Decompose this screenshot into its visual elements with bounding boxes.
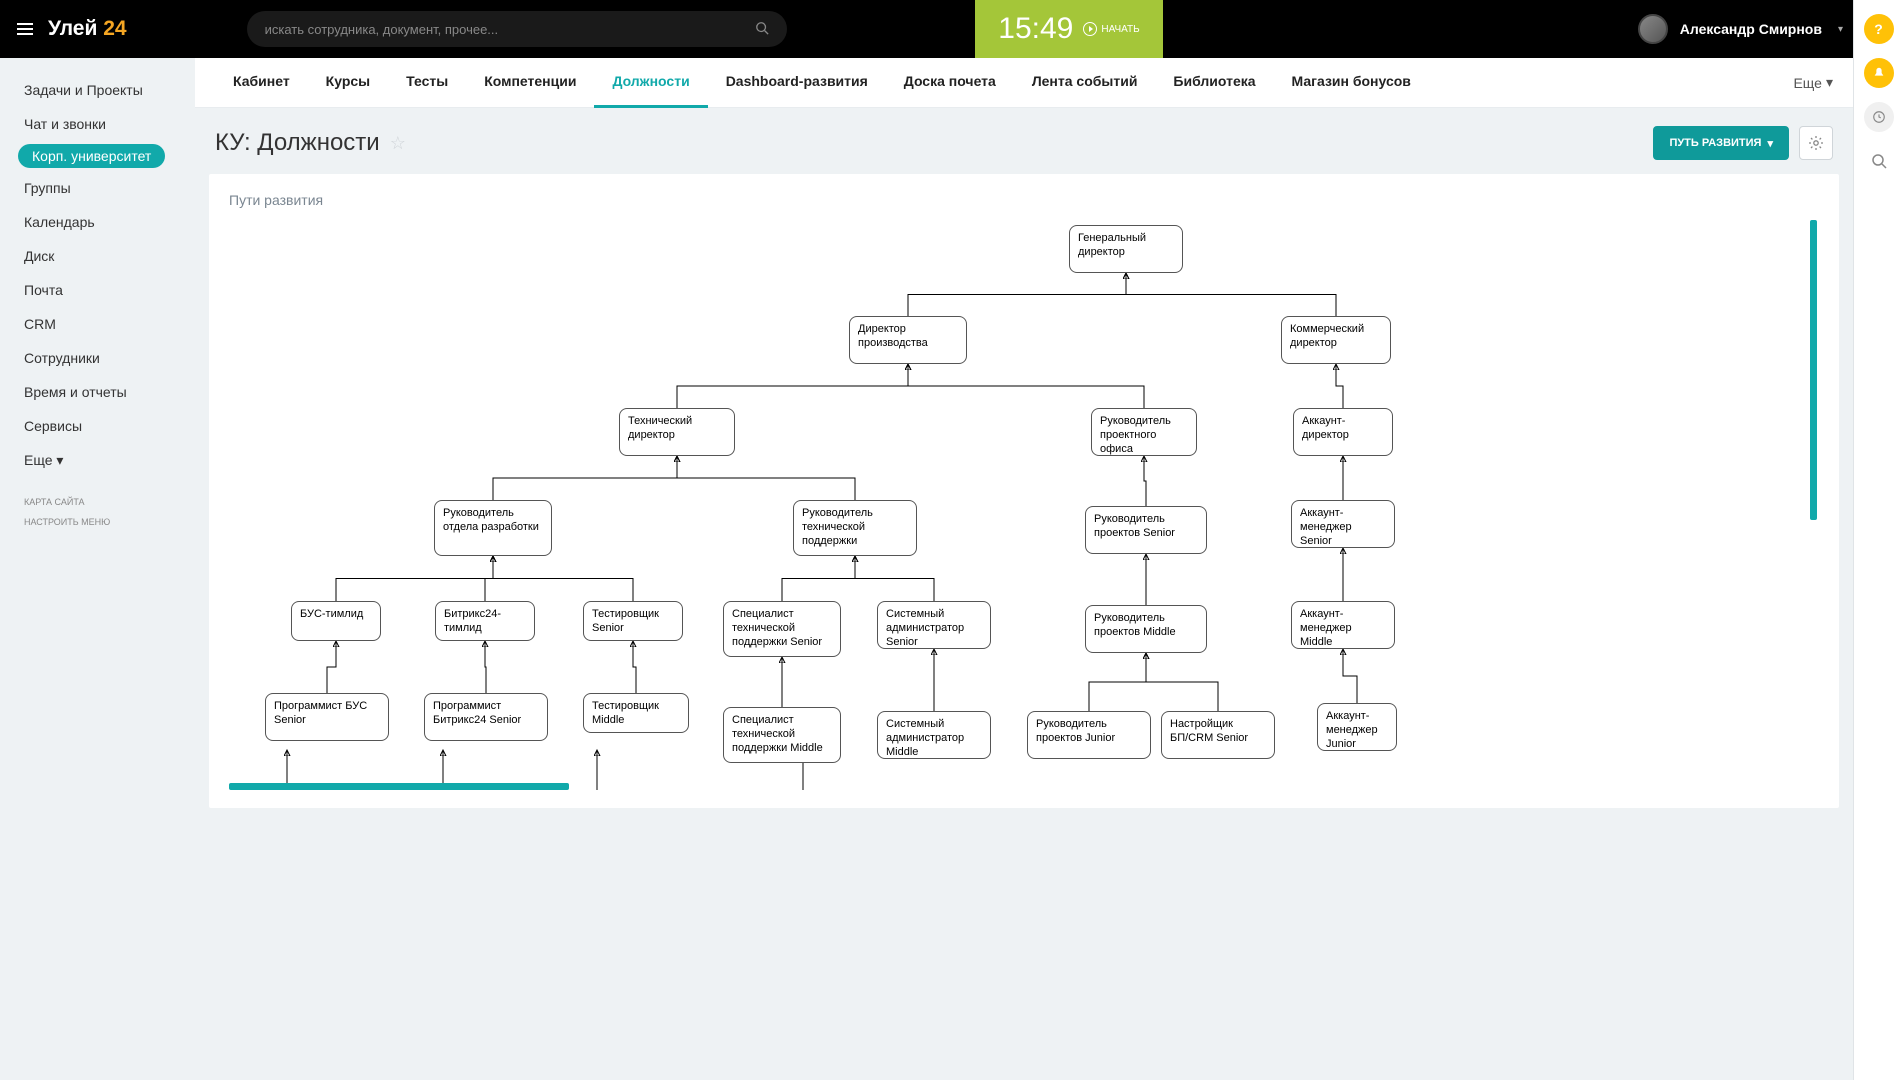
sidebar-item-10[interactable]: Сервисы — [0, 412, 106, 440]
org-node[interactable]: Специалист технической поддержки Middle — [723, 707, 841, 763]
org-node[interactable]: БУС-тимлид — [291, 601, 381, 641]
history-icon[interactable] — [1864, 102, 1894, 132]
help-icon[interactable]: ? — [1864, 14, 1894, 44]
development-path-button[interactable]: ПУТЬ РАЗВИТИЯ ▾ — [1653, 126, 1789, 160]
page-actions: ПУТЬ РАЗВИТИЯ ▾ — [1653, 126, 1833, 160]
org-node[interactable]: Программист Битрикс24 Senior — [424, 693, 548, 741]
org-node[interactable]: Аккаунт-менеджер Middle — [1291, 601, 1395, 649]
org-chart-canvas: Генеральный директор Директор производств… — [229, 220, 1429, 790]
panel-title: Пути развития — [229, 192, 1819, 208]
org-node[interactable]: Руководитель технической поддержки — [793, 500, 917, 556]
sitemap-link[interactable]: КАРТА САЙТА — [24, 497, 171, 507]
sidebar-footer: КАРТА САЙТА НАСТРОИТЬ МЕНЮ — [0, 481, 195, 553]
org-node[interactable]: Аккаунт-менеджер Senior — [1291, 500, 1395, 548]
sidebar-item-7[interactable]: CRM — [0, 310, 80, 338]
tab-7[interactable]: Лента событий — [1014, 58, 1156, 108]
logo-accent: 24 — [103, 17, 126, 40]
tab-6[interactable]: Доска почета — [886, 58, 1014, 108]
search-icon[interactable] — [755, 21, 769, 38]
org-node[interactable]: Тестировщик Senior — [583, 601, 683, 641]
play-icon — [1083, 22, 1097, 36]
sidebar-item-11[interactable]: Еще ▾ — [0, 446, 87, 475]
tab-9[interactable]: Магазин бонусов — [1274, 58, 1429, 108]
org-node[interactable]: Настройщик БП/CRM Senior — [1161, 711, 1275, 759]
sidebar-item-6[interactable]: Почта — [0, 276, 87, 304]
org-node[interactable]: Системный администратор Middle — [877, 711, 991, 759]
favorite-star-icon[interactable]: ☆ — [390, 133, 406, 154]
tab-1[interactable]: Курсы — [308, 58, 388, 108]
sidebar-item-1[interactable]: Чат и звонки — [0, 110, 130, 138]
org-node[interactable]: Технический директор — [619, 408, 735, 456]
work-timer[interactable]: 15:49 НАЧАТЬ — [975, 0, 1163, 58]
page-header: КУ: Должности ☆ ПУТЬ РАЗВИТИЯ ▾ — [195, 108, 1853, 174]
configure-menu-link[interactable]: НАСТРОИТЬ МЕНЮ — [24, 517, 171, 527]
user-menu[interactable]: Александр Смирнов ▾ — [1638, 0, 1843, 58]
tab-4[interactable]: Должности — [594, 58, 707, 108]
user-name: Александр Смирнов — [1680, 21, 1822, 37]
chevron-down-icon: ▾ — [1826, 74, 1833, 91]
org-node[interactable]: Генеральный директор — [1069, 225, 1183, 273]
top-header: Улей 24 15:49 НАЧАТЬ Александр Смирнов ▾ — [0, 0, 1903, 58]
page-title: КУ: Должности — [215, 129, 380, 157]
org-node[interactable]: Аккаунт-директор — [1293, 408, 1393, 456]
org-node[interactable]: Тестировщик Middle — [583, 693, 689, 733]
org-node[interactable]: Руководитель проектов Middle — [1085, 605, 1207, 653]
org-node[interactable]: Коммерческий директор — [1281, 316, 1391, 364]
timer-value: 15:49 — [998, 12, 1073, 46]
tab-8[interactable]: Библиотека — [1155, 58, 1273, 108]
org-chart-viewport[interactable]: Генеральный директор Директор производств… — [229, 220, 1819, 790]
main-content: КабинетКурсыТестыКомпетенцииДолжностиDas… — [195, 58, 1853, 1080]
right-rail: ? — [1853, 0, 1903, 1080]
settings-button[interactable] — [1799, 126, 1833, 160]
search-bar[interactable] — [247, 11, 787, 47]
sidebar-item-9[interactable]: Время и отчеты — [0, 378, 151, 406]
chevron-down-icon: ▾ — [1767, 137, 1773, 150]
content-panel: Пути развития Генеральный директор Директ… — [209, 174, 1839, 808]
org-node[interactable]: Аккаунт-менеджер Junior — [1317, 703, 1397, 751]
sidebar-item-3[interactable]: Группы — [0, 174, 95, 202]
org-node[interactable]: Руководитель проектов Junior — [1027, 711, 1151, 759]
tabs-more[interactable]: Еще ▾ — [1793, 74, 1833, 91]
vertical-scrollbar[interactable] — [1810, 220, 1817, 520]
tab-0[interactable]: Кабинет — [215, 58, 308, 108]
org-node[interactable]: Директор производства — [849, 316, 967, 364]
sidebar-item-8[interactable]: Сотрудники — [0, 344, 124, 372]
avatar — [1638, 14, 1668, 44]
search-input[interactable] — [265, 22, 755, 37]
sidebar-item-2[interactable]: Корп. университет — [18, 144, 165, 168]
gear-icon — [1808, 135, 1824, 151]
rail-search-icon[interactable] — [1864, 146, 1894, 176]
org-node[interactable]: Руководитель проектного офиса — [1091, 408, 1197, 456]
left-sidebar: Задачи и Проекты Чат и звонки Корп. универ… — [0, 58, 195, 571]
org-node[interactable]: Битрикс24-тимлид — [435, 601, 535, 641]
org-node[interactable]: Руководитель отдела разработки — [434, 500, 552, 556]
app-logo[interactable]: Улей 24 — [48, 17, 127, 41]
tab-5[interactable]: Dashboard-развития — [708, 58, 886, 108]
sidebar-item-4[interactable]: Календарь — [0, 208, 119, 236]
timer-start-button[interactable]: НАЧАТЬ — [1083, 22, 1139, 36]
org-node[interactable]: Специалист технической поддержки Senior — [723, 601, 841, 657]
tabs-bar: КабинетКурсыТестыКомпетенцииДолжностиDas… — [195, 58, 1853, 108]
logo-main: Улей — [48, 17, 97, 40]
menu-toggle-icon[interactable] — [0, 23, 40, 35]
chevron-down-icon: ▾ — [1838, 24, 1843, 35]
tab-3[interactable]: Компетенции — [466, 58, 594, 108]
sidebar-item-0[interactable]: Задачи и Проекты — [0, 76, 167, 104]
org-node[interactable]: Программист БУС Senior — [265, 693, 389, 741]
org-node[interactable]: Системный администратор Senior — [877, 601, 991, 649]
horizontal-scrollbar[interactable] — [229, 783, 569, 790]
notifications-icon[interactable] — [1864, 58, 1894, 88]
org-node[interactable]: Руководитель проектов Senior — [1085, 506, 1207, 554]
tab-2[interactable]: Тесты — [388, 58, 466, 108]
sidebar-item-5[interactable]: Диск — [0, 242, 78, 270]
